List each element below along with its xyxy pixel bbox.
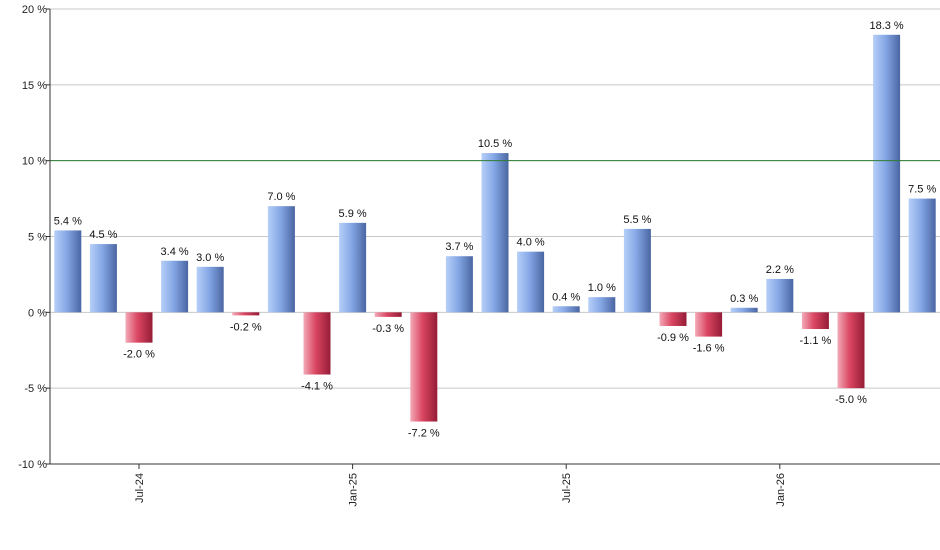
data-label: 5.5 %	[623, 214, 651, 226]
data-label: -0.2 %	[230, 321, 262, 333]
y-tick-label: 0 %	[28, 307, 47, 319]
bar	[659, 312, 687, 326]
bar	[89, 244, 117, 313]
data-label: 5.9 %	[339, 208, 367, 220]
data-label: -0.3 %	[372, 323, 404, 335]
y-tick-label: 20 %	[22, 4, 47, 16]
x-tick-label: Jan-26	[775, 473, 787, 507]
data-label: 1.0 %	[588, 282, 616, 294]
data-label: -7.2 %	[408, 428, 440, 440]
bar	[730, 307, 758, 313]
bar	[623, 228, 651, 313]
bar	[161, 260, 189, 313]
x-tick-label: Jul-24	[134, 473, 146, 503]
x-axis-tick-labels: Jul-24 Jan-25 Jul-25 Jan-26	[134, 464, 787, 507]
y-tick-label: -5 %	[24, 383, 47, 395]
bar	[588, 297, 616, 313]
bar	[445, 256, 473, 313]
x-tick-label: Jan-25	[348, 473, 360, 507]
data-label: 4.5 %	[89, 229, 117, 241]
bar	[481, 153, 509, 313]
bar	[695, 312, 723, 337]
data-label: 4.0 %	[517, 237, 545, 249]
bars	[54, 34, 936, 422]
bar	[339, 222, 367, 313]
bar	[374, 312, 402, 317]
bar	[54, 230, 82, 313]
data-label: -1.6 %	[693, 343, 725, 355]
y-tick-label: 5 %	[28, 232, 47, 244]
bar	[303, 312, 331, 375]
bar	[766, 278, 794, 313]
data-label: 3.7 %	[445, 241, 473, 253]
bar	[552, 306, 580, 313]
y-tick-label: 15 %	[22, 80, 47, 92]
data-label: -4.1 %	[301, 381, 333, 393]
data-label: -1.1 %	[800, 335, 832, 347]
bar	[267, 206, 295, 313]
y-axis-tick-labels: 20 % 15 % 10 % 5 % 0 % -5 % -10 %	[18, 4, 50, 471]
data-label: 10.5 %	[478, 138, 512, 150]
data-label: -0.9 %	[657, 332, 689, 344]
data-label: 7.5 %	[908, 184, 936, 196]
data-label: 7.0 %	[267, 191, 295, 203]
data-label: 18.3 %	[869, 20, 903, 32]
bar	[196, 266, 224, 313]
bar	[908, 198, 936, 313]
bar	[232, 312, 260, 316]
data-label: 0.3 %	[730, 293, 758, 305]
bar	[837, 312, 865, 389]
x-tick-label: Jul-25	[561, 473, 573, 503]
data-label: 0.4 %	[552, 291, 580, 303]
y-tick-label: -10 %	[18, 459, 47, 471]
data-label: 5.4 %	[54, 215, 82, 227]
bar	[873, 34, 901, 313]
bar	[517, 251, 545, 313]
bar	[125, 312, 153, 343]
data-label: 3.0 %	[196, 252, 224, 264]
data-label: 3.4 %	[161, 246, 189, 258]
data-label: 2.2 %	[766, 264, 794, 276]
bar	[410, 312, 438, 422]
data-label: -5.0 %	[835, 394, 867, 406]
bar	[801, 312, 829, 330]
axes	[49, 9, 940, 465]
data-label: -2.0 %	[123, 349, 155, 361]
y-tick-label: 10 %	[22, 156, 47, 168]
data-labels: 5.4 % 4.5 % -2.0 % 3.4 % 3.0 % -0.2 % 7.0 % -4.…	[54, 20, 937, 440]
